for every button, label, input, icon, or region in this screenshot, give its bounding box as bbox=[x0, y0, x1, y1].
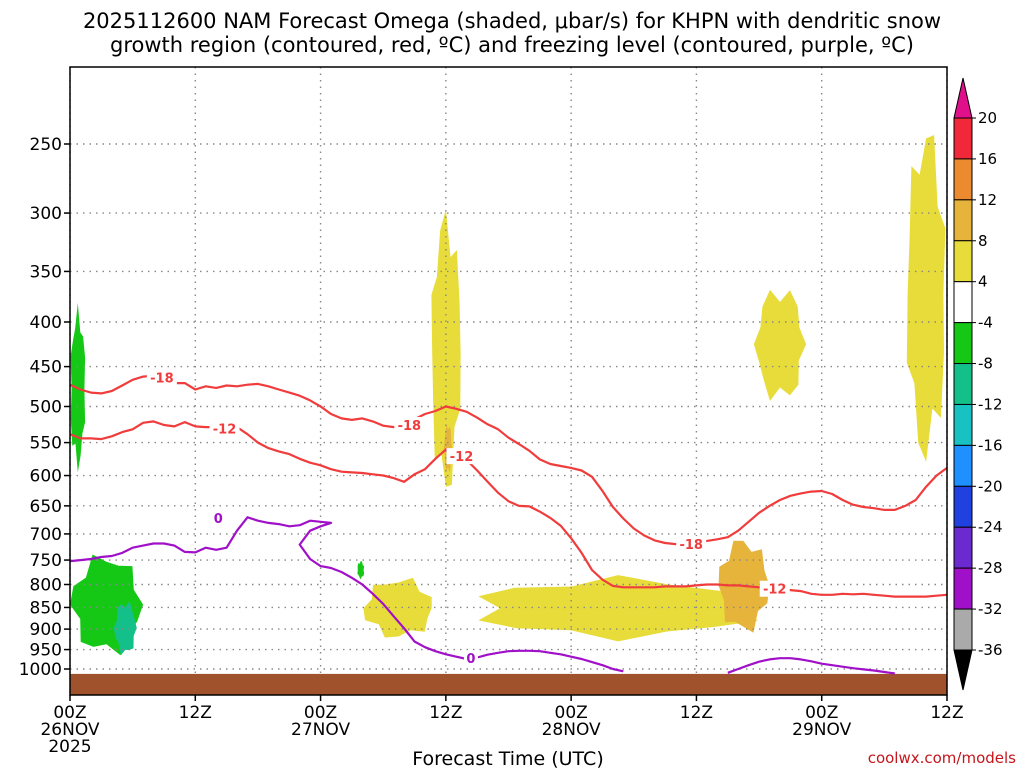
y-tick-label-500: 500 bbox=[30, 398, 62, 418]
colorbar-label-2: 12 bbox=[978, 191, 997, 209]
colorbar-bin-0 bbox=[953, 117, 973, 160]
x-tick-label-48-1: 28NOV bbox=[542, 720, 601, 740]
x-tick-label-84-0: 12Z bbox=[930, 703, 963, 723]
plot-frame bbox=[69, 66, 948, 696]
omega-region-5 bbox=[753, 289, 807, 401]
x-tick-label-60-0: 12Z bbox=[680, 703, 713, 723]
contour-label-bg-4 bbox=[676, 536, 707, 553]
colorbar-bin-6 bbox=[953, 363, 973, 405]
contour-label-bg-3 bbox=[446, 448, 477, 465]
colorbar-label-8: -16 bbox=[978, 436, 1003, 454]
colorbar-label-3: 8 bbox=[978, 232, 988, 250]
x-tick-label-48-0: 00Z bbox=[555, 703, 588, 723]
credit-link[interactable]: coolwx.com/models bbox=[868, 749, 1016, 767]
x-tick-label-0-0: 00Z bbox=[53, 703, 86, 723]
colorbar-bin-7 bbox=[953, 403, 973, 446]
contour-label-bg-5 bbox=[759, 580, 790, 597]
colorbar-label-4: 4 bbox=[978, 273, 988, 291]
x-tick-label-36-0: 12Z bbox=[429, 703, 462, 723]
colorbar-bin-1 bbox=[953, 158, 973, 201]
x-tick-label-0-1: 26NOV bbox=[40, 720, 99, 740]
x-tick-label-24-1: 27NOV bbox=[291, 720, 350, 740]
colorbar-label-0: 20 bbox=[978, 109, 997, 127]
y-tick-label-750: 750 bbox=[30, 551, 62, 571]
y-tick-label-250: 250 bbox=[30, 135, 62, 155]
contour-label-bg-0 bbox=[146, 369, 177, 386]
omega-region-10 bbox=[357, 560, 365, 580]
colorbar-label-11: -28 bbox=[978, 559, 1003, 577]
colorbar-bin-10 bbox=[953, 526, 973, 569]
colorbar-bin-12 bbox=[953, 608, 973, 651]
contour-label-3: -12 bbox=[450, 450, 474, 465]
colorbar-label-9: -20 bbox=[978, 477, 1003, 495]
y-tick-label-850: 850 bbox=[30, 598, 62, 618]
omega-shading-layer bbox=[70, 135, 946, 656]
contour-labels: -18 -12 -18 -12 -18 -12 0 0 bbox=[146, 369, 790, 667]
colorbar-bin-4 bbox=[953, 281, 973, 324]
y-tick-label-900: 900 bbox=[30, 620, 62, 640]
contour-label-bg-6 bbox=[211, 509, 226, 526]
omega-region-9 bbox=[113, 601, 137, 656]
contour-label-bg-2 bbox=[394, 416, 425, 433]
contour-label-1: -12 bbox=[213, 423, 237, 438]
colorbar-bin-8 bbox=[953, 444, 973, 487]
y-tick-label-450: 450 bbox=[30, 358, 62, 378]
colorbar-bin-11 bbox=[953, 567, 973, 610]
contour-label-bg-7 bbox=[463, 650, 478, 667]
colorbar-label-10: -24 bbox=[978, 518, 1003, 536]
x-tick-label-0-2: 2025 bbox=[48, 737, 91, 757]
y-tick-label-650: 650 bbox=[30, 497, 62, 517]
omega-region-6 bbox=[906, 135, 946, 462]
x-tick-label-24-0: 00Z bbox=[304, 703, 337, 723]
chart-title-line-1: 2025112600 NAM Forecast Omega (shaded, μ… bbox=[82, 9, 942, 33]
contour-2 bbox=[69, 516, 624, 673]
y-tick-label-350: 350 bbox=[30, 262, 62, 282]
colorbar-label-1: 16 bbox=[978, 150, 997, 168]
omega-region-3 bbox=[478, 575, 758, 642]
contour-label-bg-1 bbox=[209, 420, 240, 437]
y-tick-label-950: 950 bbox=[30, 641, 62, 661]
contour-label-6: 0 bbox=[214, 512, 223, 527]
y-tick-label-700: 700 bbox=[30, 525, 62, 545]
contour-label-5: -12 bbox=[763, 583, 787, 598]
omega-region-0 bbox=[431, 209, 461, 487]
omega-region-2 bbox=[363, 577, 432, 638]
contour-label-7: 0 bbox=[466, 652, 475, 667]
colorbar-label-13: -36 bbox=[978, 641, 1003, 659]
contour-label-2: -18 bbox=[398, 419, 422, 434]
x-axis-title: Forecast Time (UTC) bbox=[412, 748, 603, 768]
contour-3 bbox=[727, 657, 895, 675]
colorbar-bin-5 bbox=[953, 322, 973, 365]
colorbar-label-12: -32 bbox=[978, 600, 1003, 618]
y-tick-label-300: 300 bbox=[30, 204, 62, 224]
colorbar-label-6: -8 bbox=[978, 355, 993, 373]
contour-label-4: -18 bbox=[679, 538, 703, 553]
colorbar: 20 16 12 8 4 -4 -8 -12 -16 -20 -24 -28 -32 -36 bbox=[953, 77, 1003, 691]
y-tick-label-800: 800 bbox=[30, 575, 62, 595]
colorbar-bin-2 bbox=[953, 199, 973, 242]
colorbar-bin-9 bbox=[953, 485, 973, 528]
y-tick-label-1000: 1000 bbox=[19, 660, 62, 680]
y-tick-label-550: 550 bbox=[30, 434, 62, 454]
x-tick-label-12-0: 12Z bbox=[179, 703, 212, 723]
colorbar-label-5: -4 bbox=[978, 314, 993, 332]
contour-label-0: -18 bbox=[150, 371, 174, 386]
x-tick-label-72-1: 29NOV bbox=[792, 720, 851, 740]
y-tick-label-600: 600 bbox=[30, 467, 62, 487]
x-tick-label-72-0: 00Z bbox=[805, 703, 838, 723]
terrain-layer bbox=[70, 673, 947, 695]
contour-0 bbox=[69, 374, 948, 546]
y-tick-label-400: 400 bbox=[30, 313, 62, 333]
colorbar-label-7: -12 bbox=[978, 395, 1003, 413]
chart-title-line-2: growth region (contoured, red, ºC) and f… bbox=[110, 33, 914, 57]
colorbar-bin-3 bbox=[953, 240, 973, 283]
colorbar-top-cap bbox=[953, 77, 973, 119]
y-axis: 2503003504004505005506006507007508008509… bbox=[19, 135, 70, 680]
terrain-surface bbox=[70, 673, 947, 695]
colorbar-bottom-cap bbox=[953, 649, 973, 691]
